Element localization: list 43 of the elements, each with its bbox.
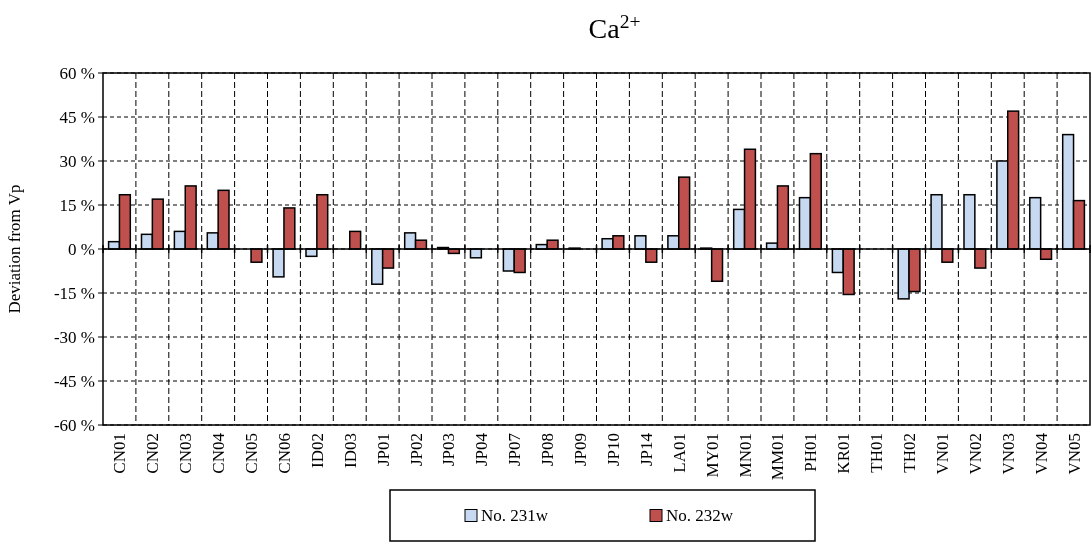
x-tick-label: JP01 [373,433,393,467]
x-tick-label: JP04 [472,432,492,467]
x-tick-label: JP07 [505,432,525,467]
x-tick-label: CN03 [176,433,196,474]
x-tick-label: VN01 [932,433,952,475]
y-tick-label: 45 % [59,107,95,127]
y-tick-label: -45 % [53,371,95,391]
x-tick-label: VN02 [965,433,985,475]
x-tick-label: VN05 [1064,433,1084,475]
x-tick-label: CN02 [143,433,163,474]
x-tick-label: CN04 [209,432,229,474]
x-tick-label: TH01 [867,433,887,473]
x-tick-label: JP08 [538,433,558,467]
legend-label: No. 232w [666,506,734,526]
y-tick-label: -30 % [53,327,95,347]
x-tick-label: PH01 [801,433,821,472]
y-tick-label: 30 % [59,151,95,171]
x-tick-label: CN01 [110,433,130,474]
y-axis-title: Deviation from Vp [5,184,24,314]
x-tick-label: JP02 [406,433,426,467]
x-tick-label: JP10 [603,433,623,467]
x-tick-label: JP14 [636,432,656,467]
x-tick-label: JP03 [439,433,459,467]
x-tick-label: KR01 [834,433,854,474]
x-tick-label: VN03 [998,433,1018,475]
y-tick-label: -60 % [53,415,95,435]
y-tick-label: 15 % [59,195,95,215]
x-tick-label: LA01 [669,433,689,473]
chart-title: Ca$^{2+}$ [588,10,641,44]
x-tick-label: CN06 [274,433,294,474]
x-tick-label: ID02 [307,433,327,468]
x-tick-label: MN01 [735,433,755,478]
legend-label: No. 231w [481,506,549,526]
y-tick-label: -15 % [53,283,95,303]
y-tick-label: 60 % [59,63,95,83]
x-tick-label: CN05 [242,433,261,474]
x-tick-label: MM01 [768,433,788,481]
x-tick-label: TH02 [900,433,919,473]
x-tick-label: VN04 [1031,432,1051,475]
x-tick-label: JP09 [571,433,590,467]
x-tick-label: MY01 [702,433,722,478]
x-tick-label: ID03 [340,433,360,468]
y-tick-label: 0 % [68,239,95,259]
